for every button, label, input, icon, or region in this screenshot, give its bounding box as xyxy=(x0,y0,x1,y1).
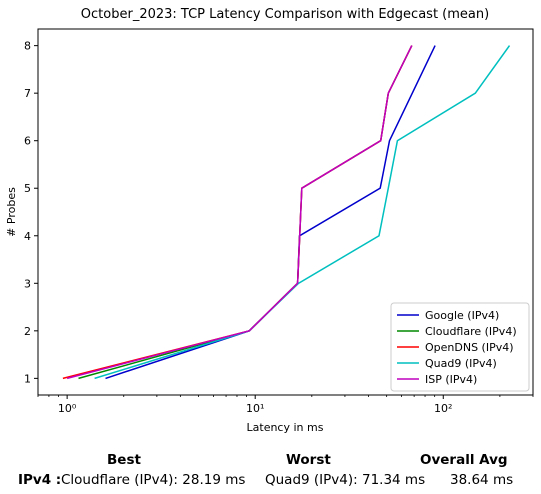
legend: Google (IPv4) Cloudflare (IPv4) OpenDNS (I… xyxy=(390,302,530,392)
y-tick-label: 5 xyxy=(24,182,31,195)
y-tick-label: 1 xyxy=(24,372,31,385)
x-tick-label: 10¹ xyxy=(246,402,264,415)
legend-label-quad9-ipv4: Quad9 (IPv4) xyxy=(425,357,497,370)
ipv4-row-label: IPv4 : xyxy=(18,472,62,488)
series-line-opendns-ipv4 xyxy=(62,45,413,380)
series-line-isp-ipv4 xyxy=(66,45,413,380)
y-tick-label: 2 xyxy=(24,325,31,338)
best-header: Best xyxy=(107,452,141,468)
worst-header: Worst xyxy=(286,452,331,468)
y-tick-label: 3 xyxy=(24,277,31,290)
x-axis-label: Latency in ms xyxy=(247,421,324,434)
series-layer xyxy=(62,45,511,380)
worst-value: Quad9 (IPv4): 71.34 ms xyxy=(265,472,426,488)
y-tick-label: 7 xyxy=(24,87,31,100)
stats-table: Best Worst Overall Avg IPv4 : Cloudflare… xyxy=(0,450,541,494)
legend-label-opendns-ipv4: OpenDNS (IPv4) xyxy=(425,341,514,354)
legend-label-google-ipv4: Google (IPv4) xyxy=(425,309,499,322)
legend-label-cloudflare-ipv4: Cloudflare (IPv4) xyxy=(425,325,517,338)
y-tick-label: 6 xyxy=(24,135,31,148)
overall-avg-header: Overall Avg xyxy=(420,452,508,468)
x-tick-label: 10² xyxy=(434,402,452,415)
y-axis-label: # Probes xyxy=(5,187,18,237)
x-tick-label: 10⁰ xyxy=(58,402,77,415)
ticks-layer: 10⁰ 10¹ 10² 1 2 3 4 5 6 7 8 xyxy=(24,40,534,415)
legend-box xyxy=(390,302,530,392)
overall-avg-value: 38.64 ms xyxy=(450,472,514,488)
series-line-cloudflare-ipv4 xyxy=(78,45,413,380)
legend-label-isp-ipv4: ISP (IPv4) xyxy=(425,373,477,386)
best-value: Cloudflare (IPv4): 28.19 ms xyxy=(61,472,246,488)
y-tick-label: 8 xyxy=(24,40,31,53)
chart-title: October_2023: TCP Latency Comparison wit… xyxy=(81,7,489,22)
y-tick-label: 4 xyxy=(24,230,31,243)
latency-chart: October_2023: TCP Latency Comparison wit… xyxy=(5,7,534,434)
series-line-google-ipv4 xyxy=(105,45,436,380)
plot-frame xyxy=(37,28,534,396)
